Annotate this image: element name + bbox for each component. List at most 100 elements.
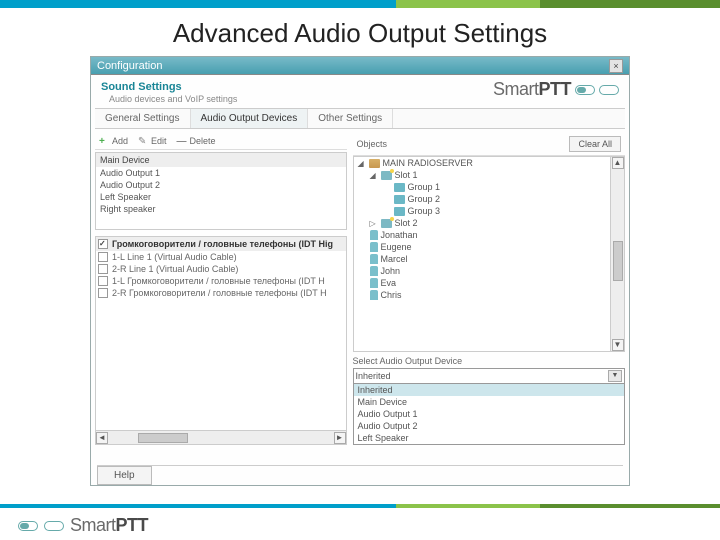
vertical-scrollbar[interactable]: ▲ ▼ (610, 157, 624, 351)
window-title: Configuration (97, 60, 162, 72)
checkbox[interactable] (98, 288, 108, 298)
device-list: Main Device Audio Output 1 Audio Output … (95, 152, 347, 230)
add-button[interactable]: + Add (99, 136, 128, 146)
brand-pill-icon (44, 521, 64, 531)
checkbox[interactable] (98, 264, 108, 274)
checklist-header: Громкоговорители / головные телефоны (ID… (96, 237, 346, 251)
tree-node-server[interactable]: ◢ MAIN RADIOSERVER (354, 157, 624, 169)
add-label: Add (112, 136, 128, 146)
horizontal-scrollbar[interactable]: ◄ ► (96, 430, 346, 444)
tree-node-user[interactable]: Jonathan (366, 229, 624, 241)
checklist-label: 1-L Громкоговорители / головные телефоны… (112, 276, 325, 286)
scroll-up-icon[interactable]: ▲ (612, 157, 624, 169)
device-row[interactable]: Audio Output 2 (96, 179, 346, 191)
delete-button[interactable]: — Delete (177, 136, 216, 146)
group-icon (394, 207, 405, 216)
tree-label: Group 1 (408, 182, 441, 192)
tree-node-slot[interactable]: ▷ Slot 2 (366, 217, 624, 229)
checklist-row[interactable]: 2-R Громкоговорители / головные телефоны… (96, 287, 346, 299)
dropdown-option[interactable]: Main Device (354, 396, 624, 408)
brand-text: SmartPTT (70, 515, 148, 536)
edit-button[interactable]: ✎ Edit (138, 136, 167, 146)
select-device-label: Select Audio Output Device (353, 356, 625, 366)
expand-icon[interactable]: ◢ (370, 171, 378, 180)
device-row[interactable]: Left Speaker (96, 191, 346, 203)
checkbox[interactable] (98, 239, 108, 249)
device-row[interactable]: Audio Output 1 (96, 167, 346, 179)
dropdown-option[interactable]: Inherited (354, 384, 624, 396)
tree-label: Slot 1 (395, 170, 418, 180)
user-icon (370, 290, 378, 300)
brand-text-right: PTT (539, 79, 572, 99)
checklist-label: 2-R Громкоговорители / головные телефоны… (112, 288, 327, 298)
group-icon (394, 195, 405, 204)
tree-node-slot[interactable]: ◢ Slot 1 (366, 169, 624, 181)
tree-node-group[interactable]: Group 2 (390, 193, 624, 205)
chevron-down-icon[interactable]: ▼ (608, 370, 622, 382)
config-window: Configuration × Sound Settings Audio dev… (90, 56, 630, 486)
brand-pill-icon (18, 521, 38, 531)
delete-label: Delete (190, 136, 216, 146)
checklist-row[interactable]: 2-R Line 1 (Virtual Audio Cable) (96, 263, 346, 275)
titlebar: Configuration × (91, 57, 629, 75)
brand-text-left: Smart (493, 79, 539, 99)
tab-other-settings[interactable]: Other Settings (308, 109, 393, 128)
user-icon (370, 230, 378, 240)
help-button[interactable]: Help (97, 466, 152, 485)
checklist-label: 1-L Line 1 (Virtual Audio Cable) (112, 252, 237, 262)
tree-node-group[interactable]: Group 1 (390, 181, 624, 193)
tree-node-user[interactable]: Marcel (366, 253, 624, 265)
tab-audio-output-devices[interactable]: Audio Output Devices (191, 109, 309, 128)
tree-node-user[interactable]: John (366, 265, 624, 277)
output-device-dropdown[interactable]: Inherited ▼ (353, 368, 625, 384)
tree-label: Jonathan (381, 230, 418, 240)
window-footer: Help (97, 465, 623, 481)
tab-general-settings[interactable]: General Settings (95, 109, 191, 128)
device-toolbar: + Add ✎ Edit — Delete (95, 133, 347, 150)
content-columns: + Add ✎ Edit — Delete Main Device Audio … (91, 129, 629, 449)
device-row[interactable]: Right speaker (96, 203, 346, 215)
header-row: Sound Settings Audio devices and VoIP se… (91, 75, 629, 108)
scroll-left-icon[interactable]: ◄ (96, 432, 108, 444)
brand-text: SmartPTT (493, 79, 571, 100)
tabs: General Settings Audio Output Devices Ot… (95, 108, 625, 129)
top-brand-stripe (0, 0, 720, 8)
dropdown-option[interactable]: Audio Output 1 (354, 408, 624, 420)
section-subtitle: Audio devices and VoIP settings (109, 94, 237, 104)
tree-label: Group 3 (408, 206, 441, 216)
scroll-thumb[interactable] (138, 433, 188, 443)
scroll-right-icon[interactable]: ► (334, 432, 346, 444)
dropdown-list: Inherited Main Device Audio Output 1 Aud… (353, 384, 625, 445)
dropdown-option[interactable]: Left Speaker (354, 432, 624, 444)
checkbox[interactable] (98, 252, 108, 262)
brand-logo: SmartPTT (493, 79, 619, 100)
expand-icon[interactable]: ▷ (370, 219, 378, 228)
checklist-row[interactable]: 1-L Громкоговорители / головные телефоны… (96, 275, 346, 287)
slot-icon (381, 219, 392, 228)
close-icon[interactable]: × (609, 59, 623, 73)
tree-node-user[interactable]: Chris (366, 289, 624, 301)
dropdown-value: Inherited (356, 371, 391, 381)
tree-label: Marcel (381, 254, 408, 264)
dropdown-option[interactable]: Audio Output 2 (354, 420, 624, 432)
scroll-down-icon[interactable]: ▼ (612, 339, 624, 351)
tree-node-group[interactable]: Group 3 (390, 205, 624, 217)
tree-label: Slot 2 (395, 218, 418, 228)
checklist-row[interactable]: 1-L Line 1 (Virtual Audio Cable) (96, 251, 346, 263)
tree-node-user[interactable]: Eva (366, 277, 624, 289)
brand-pill-icon (599, 85, 619, 95)
tree-label: Group 2 (408, 194, 441, 204)
brand-text-left: Smart (70, 515, 116, 535)
expand-icon[interactable]: ◢ (358, 159, 366, 168)
tree-node-user[interactable]: Eugene (366, 241, 624, 253)
tree-label: MAIN RADIOSERVER (383, 158, 473, 168)
user-icon (370, 254, 378, 264)
bottom-brand-stripe (0, 504, 720, 508)
tree-label: Eva (381, 278, 397, 288)
group-icon (394, 183, 405, 192)
clear-all-button[interactable]: Clear All (569, 136, 621, 152)
scroll-thumb[interactable] (613, 241, 623, 281)
device-list-header: Main Device (96, 153, 346, 167)
checkbox[interactable] (98, 276, 108, 286)
user-icon (370, 266, 378, 276)
